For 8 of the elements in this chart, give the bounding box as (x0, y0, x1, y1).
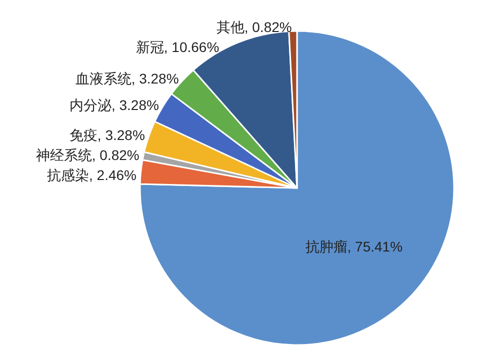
slice-label: 抗肿瘤, 75.41% (305, 238, 403, 254)
slice-label: 神经系统, 0.82% (36, 147, 140, 164)
slice-label: 新冠, 10.66% (136, 39, 220, 56)
slice-label: 抗感染, 2.46% (47, 167, 137, 184)
slice-label: 免疫, 3.28% (69, 127, 145, 144)
slice-label: 其他, 0.82% (216, 19, 292, 36)
slice-label: 血液系统, 3.28% (75, 70, 179, 87)
slice-label: 内分泌, 3.28% (69, 97, 159, 114)
